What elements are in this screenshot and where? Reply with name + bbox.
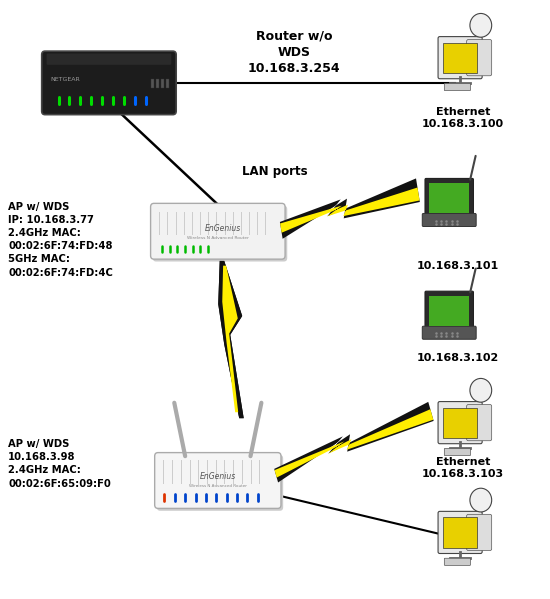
Polygon shape: [280, 187, 420, 233]
Text: AP w/ WDS
10.168.3.98
2.4GHz MAC:
00:02:6F:65:09:F0: AP w/ WDS 10.168.3.98 2.4GHz MAC: 00:02:…: [8, 439, 111, 489]
Polygon shape: [218, 261, 244, 418]
FancyBboxPatch shape: [151, 204, 285, 259]
FancyBboxPatch shape: [425, 291, 474, 329]
FancyBboxPatch shape: [156, 79, 160, 87]
FancyBboxPatch shape: [161, 79, 164, 87]
FancyBboxPatch shape: [466, 515, 492, 550]
Text: Wireless N Advanced Router: Wireless N Advanced Router: [187, 237, 249, 240]
Circle shape: [470, 13, 492, 37]
Polygon shape: [280, 179, 420, 239]
FancyBboxPatch shape: [443, 407, 477, 438]
FancyBboxPatch shape: [443, 43, 477, 73]
Text: Ethernet
10.168.3.103: Ethernet 10.168.3.103: [422, 457, 504, 479]
Text: EnGenius: EnGenius: [205, 224, 241, 233]
FancyBboxPatch shape: [157, 455, 283, 511]
FancyBboxPatch shape: [430, 183, 469, 213]
Text: AP w/ WDS
IP: 10.168.3.77
2.4GHz MAC:
00:02:6F:74:FD:48
5GHz MAC:
00:02:6F:74:FD: AP w/ WDS IP: 10.168.3.77 2.4GHz MAC: 00…: [8, 202, 113, 277]
FancyBboxPatch shape: [155, 453, 281, 509]
Text: Ethernet
10.168.3.100: Ethernet 10.168.3.100: [422, 107, 504, 129]
Text: Wireless N Advanced Router: Wireless N Advanced Router: [189, 485, 247, 488]
Text: 10.168.3.101: 10.168.3.101: [416, 261, 498, 271]
FancyBboxPatch shape: [466, 40, 492, 75]
Polygon shape: [222, 266, 238, 412]
Circle shape: [470, 379, 492, 402]
FancyBboxPatch shape: [438, 401, 482, 444]
FancyBboxPatch shape: [425, 179, 474, 216]
FancyBboxPatch shape: [466, 404, 492, 441]
FancyBboxPatch shape: [443, 518, 477, 547]
FancyBboxPatch shape: [438, 37, 482, 78]
FancyBboxPatch shape: [42, 51, 176, 114]
Text: NETGEAR: NETGEAR: [51, 77, 80, 83]
FancyBboxPatch shape: [422, 213, 476, 226]
Polygon shape: [274, 402, 433, 482]
FancyBboxPatch shape: [438, 512, 482, 553]
FancyBboxPatch shape: [430, 296, 469, 326]
Polygon shape: [274, 409, 433, 477]
FancyBboxPatch shape: [444, 83, 470, 90]
Text: Router w/o
WDS
10.168.3.254: Router w/o WDS 10.168.3.254: [248, 29, 340, 75]
FancyBboxPatch shape: [47, 53, 171, 65]
Text: LAN ports: LAN ports: [242, 165, 308, 178]
FancyBboxPatch shape: [422, 326, 476, 339]
Polygon shape: [218, 261, 244, 418]
FancyBboxPatch shape: [166, 79, 169, 87]
Text: 10.168.3.102: 10.168.3.102: [416, 353, 498, 363]
FancyBboxPatch shape: [153, 205, 287, 262]
Circle shape: [470, 488, 492, 512]
FancyBboxPatch shape: [444, 449, 470, 456]
Text: EnGenius: EnGenius: [200, 472, 236, 481]
FancyBboxPatch shape: [444, 558, 470, 565]
FancyBboxPatch shape: [151, 79, 155, 87]
